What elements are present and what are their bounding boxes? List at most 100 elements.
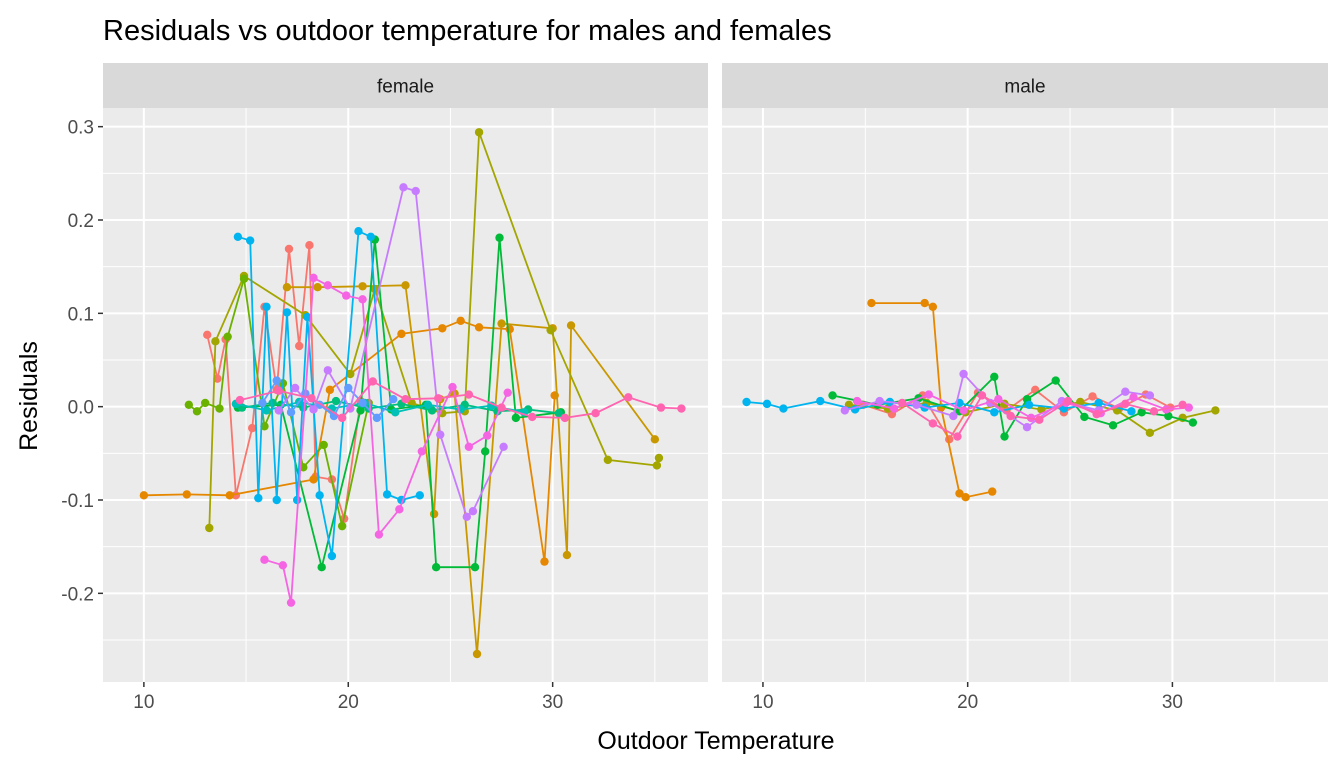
data-point xyxy=(309,475,318,484)
data-point xyxy=(1164,411,1173,421)
data-point xyxy=(949,411,958,421)
data-point xyxy=(462,512,472,521)
x-tick-label: 30 xyxy=(542,692,563,713)
data-point xyxy=(448,382,457,392)
data-point xyxy=(248,423,257,433)
data-point xyxy=(278,561,288,570)
series-line xyxy=(143,319,556,562)
x-tick-label: 10 xyxy=(133,692,154,713)
facet-panel-male: male 10 20 30 xyxy=(722,63,1328,713)
data-point xyxy=(928,419,938,428)
y-tick-label: 0.2 xyxy=(68,211,94,232)
data-point xyxy=(397,329,406,339)
data-point xyxy=(139,491,149,500)
data-point xyxy=(184,400,194,409)
data-point xyxy=(742,397,751,407)
data-point xyxy=(464,390,474,399)
data-point xyxy=(358,398,367,408)
data-point xyxy=(828,391,837,400)
data-point xyxy=(417,447,427,456)
data-point xyxy=(483,431,492,440)
data-point xyxy=(1211,406,1220,415)
data-point xyxy=(389,395,398,404)
data-point xyxy=(319,440,328,450)
data-point xyxy=(436,430,445,439)
data-point xyxy=(203,330,212,339)
facet-panel-female: female 10 20 30 -0.2 -0.1 0.0 0.1 0.2 0.3 xyxy=(61,63,708,713)
data-point xyxy=(920,298,929,308)
data-point xyxy=(258,398,267,408)
data-point xyxy=(1063,396,1073,406)
data-point xyxy=(924,390,933,399)
data-point xyxy=(262,406,271,415)
data-point xyxy=(889,404,899,413)
data-point xyxy=(307,394,316,403)
facet-strip-label: female xyxy=(377,77,434,98)
data-point xyxy=(344,383,353,393)
x-tick-label: 20 xyxy=(957,692,978,713)
data-point xyxy=(303,312,312,322)
data-point xyxy=(323,366,333,375)
data-point xyxy=(840,406,850,415)
data-point xyxy=(1178,400,1187,409)
data-point xyxy=(431,563,441,572)
data-point xyxy=(603,455,613,465)
data-point xyxy=(274,406,283,415)
data-point xyxy=(235,395,245,405)
data-point xyxy=(546,325,555,335)
data-point xyxy=(182,490,192,499)
y-tick-label: -0.2 xyxy=(61,584,94,605)
data-point xyxy=(1121,387,1130,396)
data-point xyxy=(254,493,263,503)
data-point xyxy=(192,407,202,416)
data-point xyxy=(213,374,222,383)
data-point xyxy=(503,388,512,397)
data-point xyxy=(1037,405,1046,414)
data-point xyxy=(953,432,962,441)
data-point xyxy=(650,435,660,444)
y-tick-label: -0.1 xyxy=(61,491,94,512)
chart-title: Residuals vs outdoor temperature for mal… xyxy=(103,15,832,47)
data-point xyxy=(366,232,375,241)
data-point xyxy=(1137,408,1146,417)
x-tick-label: 10 xyxy=(752,692,773,713)
data-point xyxy=(284,244,294,254)
data-point xyxy=(315,491,324,500)
data-point xyxy=(677,404,686,413)
data-point xyxy=(562,550,572,560)
data-point xyxy=(262,302,271,311)
data-point xyxy=(309,405,318,414)
data-point xyxy=(391,408,400,417)
data-point xyxy=(1108,421,1118,430)
data-point xyxy=(295,341,304,351)
data-point xyxy=(429,509,439,519)
data-point xyxy=(852,396,862,406)
data-point xyxy=(245,236,255,245)
data-point xyxy=(1094,398,1103,408)
data-point xyxy=(423,400,433,409)
series-10 xyxy=(274,183,508,521)
data-point xyxy=(1035,415,1044,424)
data-point xyxy=(346,369,355,379)
data-point xyxy=(652,461,662,470)
data-point xyxy=(354,227,363,236)
data-point xyxy=(211,337,220,346)
panel-data xyxy=(139,128,686,659)
data-point xyxy=(511,413,521,423)
data-point xyxy=(497,319,506,328)
data-point xyxy=(292,495,302,505)
data-point xyxy=(438,324,447,333)
data-point xyxy=(990,372,999,381)
data-point xyxy=(566,321,576,330)
data-point xyxy=(912,400,921,409)
data-point xyxy=(472,649,482,659)
data-point xyxy=(656,403,666,412)
facet-strip xyxy=(103,63,708,108)
data-point xyxy=(286,408,296,417)
data-point xyxy=(205,523,214,533)
series-12 xyxy=(235,377,686,423)
data-point xyxy=(779,404,788,413)
data-point xyxy=(1129,393,1138,402)
data-point xyxy=(988,487,997,496)
